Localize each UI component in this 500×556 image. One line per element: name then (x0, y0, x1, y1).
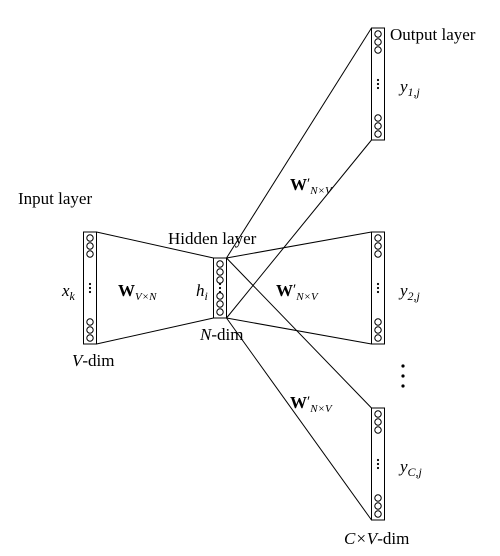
output-layer-1-node (375, 39, 381, 45)
output-layer-2-node (375, 235, 381, 241)
output-layer-C-node (375, 511, 381, 517)
input-layer-node (87, 235, 93, 241)
output-layer-1-ellipsis-dot (377, 87, 379, 89)
h-i-label: hi (196, 281, 208, 303)
output-layer-2-node (375, 319, 381, 325)
output-ellipsis-dot (401, 384, 404, 387)
input-layer-node (87, 243, 93, 249)
output-layer-C-node (375, 503, 381, 509)
y-Cj-label: yC,j (398, 457, 423, 479)
y-2j-label: y2,j (398, 281, 421, 303)
output-ellipsis-dot (401, 374, 404, 377)
output-layer-2-node (375, 327, 381, 333)
output-layer-C-ellipsis-dot (377, 459, 379, 461)
output-layer-1-node (375, 31, 381, 37)
output-layer-C-ellipsis-dot (377, 463, 379, 465)
hidden-outC-edge (227, 318, 372, 520)
skipgram-diagram: Input layer Hidden layer Output layer xk WV×… (0, 0, 500, 556)
output-layer-2-node (375, 243, 381, 249)
hidden-layer-title: Hidden layer (168, 229, 257, 248)
input-hidden-edge (97, 318, 214, 344)
output-layer-2-ellipsis-dot (377, 291, 379, 293)
x-k-label: xk (61, 281, 76, 303)
input-layer-node (87, 335, 93, 341)
output-layer-2-ellipsis-dot (377, 287, 379, 289)
input-layer-ellipsis-dot (89, 287, 91, 289)
output-layer-2-node (375, 335, 381, 341)
output-layer-1-node (375, 123, 381, 129)
output-layer-2-node (375, 251, 381, 257)
output-layer-1-ellipsis-dot (377, 83, 379, 85)
output-layer-2-ellipsis-dot (377, 283, 379, 285)
hidden-layer-ellipsis-dot (219, 283, 221, 285)
hidden-layer-node (217, 269, 223, 275)
input-layer-ellipsis-dot (89, 283, 91, 285)
W-out-1-label: W′N×V (290, 175, 333, 197)
output-layer-C-node (375, 419, 381, 425)
hidden-layer-ellipsis-dot (219, 287, 221, 289)
input-layer-node (87, 319, 93, 325)
hidden-out1-edge (227, 28, 372, 258)
hidden-out2-edge (227, 318, 372, 344)
hidden-layer-node (217, 301, 223, 307)
input-layer-title: Input layer (18, 189, 92, 208)
hidden-layer-node (217, 309, 223, 315)
hidden-layer-node (217, 293, 223, 299)
output-layer-1-node (375, 131, 381, 137)
hidden-outC-edge (227, 258, 372, 408)
hidden-layer-node (217, 277, 223, 283)
N-dim-label: N-dim (199, 325, 243, 344)
input-layer-node (87, 327, 93, 333)
W-in-label: WV×N (118, 281, 157, 303)
output-layer-1-node (375, 115, 381, 121)
output-layer-C-node (375, 495, 381, 501)
CV-dim-label: C×V-dim (344, 529, 409, 548)
output-layer-C-node (375, 411, 381, 417)
y-1j-label: y1,j (398, 77, 421, 99)
output-ellipsis-dot (401, 364, 404, 367)
W-out-2-label: W′N×V (276, 281, 319, 303)
output-layer-C-node (375, 427, 381, 433)
input-layer-ellipsis-dot (89, 291, 91, 293)
hidden-layer-node (217, 261, 223, 267)
V-dim-label: V-dim (72, 351, 115, 370)
output-layer-1-node (375, 47, 381, 53)
output-layer-1-ellipsis-dot (377, 79, 379, 81)
output-layer-C-ellipsis-dot (377, 467, 379, 469)
W-out-C-label: W′N×V (290, 393, 333, 415)
input-layer-node (87, 251, 93, 257)
output-layer-title: Output layer (390, 25, 476, 44)
